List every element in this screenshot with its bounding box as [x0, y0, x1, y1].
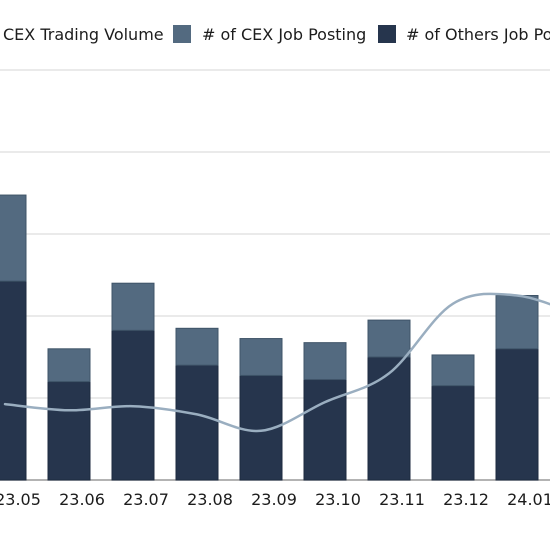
x-tick-label-23.10: 23.10	[315, 490, 361, 509]
x-tick-label-24.01: 24.01	[507, 490, 550, 509]
bar-others-23.06	[47, 381, 91, 481]
x-tick-label-23.12: 23.12	[443, 490, 489, 509]
bar-others-23.07	[111, 329, 155, 481]
x-tick-label-23.09: 23.09	[251, 490, 297, 509]
bar-others-23.10	[303, 379, 347, 481]
x-tick-label-23.11: 23.11	[379, 490, 425, 509]
bar-cex-24.01	[495, 295, 539, 350]
bar-cex-23.07	[111, 282, 155, 331]
legend: CEX Trading Volume # of CEX Job Posting …	[3, 25, 550, 44]
legend-label-cex-job-posting: # of CEX Job Posting	[202, 25, 366, 44]
bar-cex-23.12	[431, 354, 475, 387]
line-series	[3, 292, 550, 433]
legend-swatch-others-job-posting	[378, 25, 396, 43]
bar-others-23.05	[0, 280, 27, 481]
bar-cex-23.08	[175, 327, 219, 366]
legend-label-others-job-posting: # of Others Job Posting	[406, 25, 550, 44]
bar-others-23.12	[431, 385, 475, 481]
bar-cex-23.06	[47, 348, 91, 383]
bar-others-23.11	[367, 356, 411, 481]
bar-cex-23.05	[0, 194, 27, 282]
x-tick-label-23.07: 23.07	[123, 490, 169, 509]
x-tick-label-23.05: 23.05	[0, 490, 41, 509]
line-cex-trading-volume	[3, 292, 550, 433]
bars	[0, 194, 539, 481]
x-tick-label-23.08: 23.08	[187, 490, 233, 509]
bar-others-23.08	[175, 364, 219, 481]
x-tick-labels: 23.05 23.06 23.07 23.08 23.09 23.10 23.11 23.12…	[0, 490, 550, 509]
legend-label-cex-trading-volume: CEX Trading Volume	[3, 25, 164, 44]
bar-others-24.01	[495, 348, 539, 481]
x-tick-label-23.06: 23.06	[59, 490, 105, 509]
legend-swatch-cex-job-posting	[173, 25, 191, 43]
bar-cex-23.11	[367, 319, 411, 358]
bar-cex-23.10	[303, 342, 347, 381]
bar-cex-23.09	[239, 338, 283, 376]
